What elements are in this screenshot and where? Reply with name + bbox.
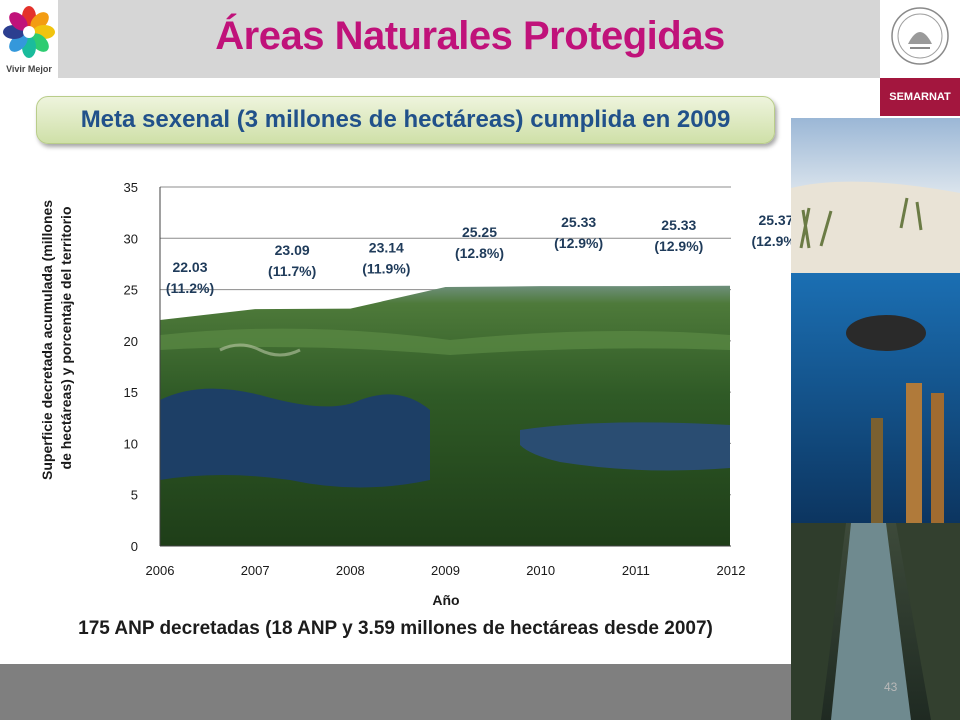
y-tick-label: 20 — [124, 334, 138, 349]
y-axis-title: Superficie decretada acumulada (millones… — [39, 196, 74, 480]
y-tick-label: 30 — [124, 231, 138, 246]
x-axis-ticks: 2006 2007 2008 2009 2010 2011 2012 — [146, 563, 746, 578]
semarnat-badge: SEMARNAT — [880, 78, 960, 116]
y-axis-ticks: 0 5 10 15 20 25 30 35 — [124, 180, 138, 554]
page-number: 43 — [884, 680, 898, 694]
y-tick-label: 5 — [131, 488, 138, 503]
data-label: 25.33 (12.9%) — [654, 217, 703, 254]
x-axis-title: Año — [432, 592, 459, 608]
header: Vivir Mejor Áreas Naturales Protegidas — [0, 0, 960, 78]
y-tick-label: 0 — [131, 539, 138, 554]
y-axis-title-line-1: Superficie decretada acumulada (millones — [39, 200, 55, 480]
data-label: 25.37(12.9%) — [751, 212, 791, 249]
x-tick-label: 2008 — [336, 563, 365, 578]
y-axis-title-line-2: de hectáreas) y porcentaje del territori… — [58, 207, 74, 470]
y-tick-label: 15 — [124, 385, 138, 400]
area-fill-photo — [160, 285, 730, 546]
vivir-mejor-logo: Vivir Mejor — [0, 0, 58, 78]
data-label: 22.03 (11.2%) — [166, 259, 214, 296]
data-label: 23.09 (11.7%) — [268, 242, 316, 279]
y-tick-label: 10 — [124, 436, 138, 451]
data-label: 23.14 (11.9%) — [362, 240, 410, 277]
x-tick-label: 2006 — [146, 563, 175, 578]
y-tick-label: 25 — [124, 283, 138, 298]
x-tick-label: 2010 — [526, 563, 555, 578]
x-tick-label: 2009 — [431, 563, 460, 578]
nature-photo-strip — [791, 118, 960, 720]
goal-banner: Meta sexenal (3 millones de hectáreas) c… — [36, 96, 775, 144]
flower-logo-icon — [3, 6, 55, 58]
y-tick-label: 35 — [124, 180, 138, 195]
x-tick-label: 2007 — [241, 563, 270, 578]
coat-of-arms-icon — [891, 7, 949, 65]
footnote: 175 ANP decretadas (18 ANP y 3.59 millon… — [78, 618, 713, 639]
page-title: Áreas Naturales Protegidas — [215, 14, 725, 58]
x-tick-label: 2011 — [622, 563, 650, 578]
footer-band — [0, 664, 791, 720]
mexico-seal — [880, 0, 960, 78]
data-label: 25.33 (12.9%) — [554, 214, 603, 251]
data-labels: 22.03 (11.2%) 23.09 (11.7%) 23.14 (11.9%) 25.2… — [166, 212, 791, 296]
data-label: 25.25 (12.8%) — [455, 224, 504, 261]
x-tick-label: 2012 — [717, 563, 746, 578]
logo-text: Vivir Mejor — [6, 64, 52, 74]
